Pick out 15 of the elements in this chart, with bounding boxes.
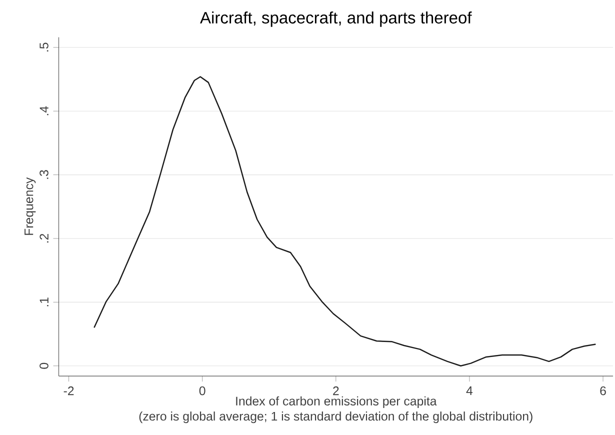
x-tick-label: 4 xyxy=(466,386,473,396)
chart-title: Aircraft, spacecraft, and parts thereof xyxy=(200,12,472,27)
y-tick-label: .5 xyxy=(40,42,48,52)
x-tick-label: -2 xyxy=(64,386,74,396)
x-tick-label: 0 xyxy=(199,386,206,396)
y-tick-label: .1 xyxy=(40,298,48,306)
y-axis-title: Frequency xyxy=(24,177,36,235)
x-axis-title: Index of carbon emissions per capita (zero is global average; 1 is standard deviation of the global distribution) xyxy=(139,396,532,424)
x-tick-label: 2 xyxy=(333,386,339,396)
y-tick-label: .3 xyxy=(40,170,48,179)
y-tick-label: .2 xyxy=(40,234,48,243)
line-series xyxy=(94,76,596,367)
x-tick-label: 6 xyxy=(600,386,606,396)
y-tick-label: .4 xyxy=(40,106,48,116)
y-tick-label: 0 xyxy=(40,362,48,369)
